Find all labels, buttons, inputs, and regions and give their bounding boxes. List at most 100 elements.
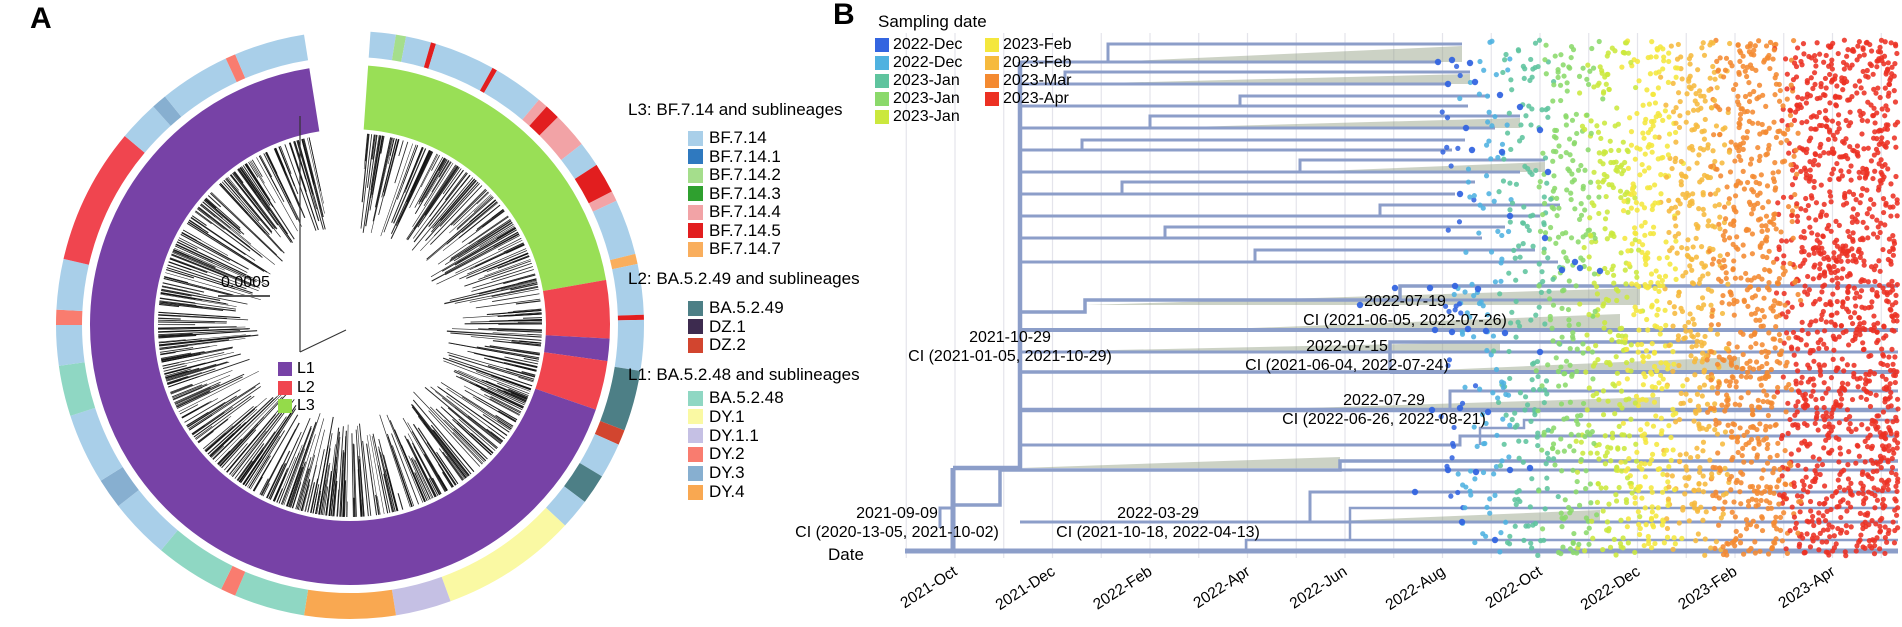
tip-dot xyxy=(1755,404,1761,410)
tip-dot xyxy=(1836,420,1842,426)
tip-dot xyxy=(1837,445,1843,451)
tip-dot xyxy=(1741,459,1747,465)
tip-dot xyxy=(1708,104,1715,111)
tip-dot xyxy=(1840,87,1846,93)
tip-dot xyxy=(1542,155,1549,161)
tip-dot xyxy=(1567,443,1573,449)
tip-dot xyxy=(1819,539,1825,545)
tip-dot xyxy=(1632,549,1638,556)
sampling-date-swatch xyxy=(985,74,999,88)
tip-dot-blue xyxy=(1506,212,1514,220)
tip-dot xyxy=(1788,162,1794,168)
tip-dot xyxy=(1687,199,1693,205)
tip-dot xyxy=(1873,419,1879,425)
tip-dot xyxy=(1886,448,1892,454)
tip-dot xyxy=(1690,191,1696,197)
tip-dot xyxy=(1652,384,1658,391)
tree-branch xyxy=(464,322,542,325)
tip-dot xyxy=(1849,320,1856,327)
tree-branch xyxy=(204,198,217,209)
sublineage-ring-segment xyxy=(100,466,139,507)
tip-dot xyxy=(1506,348,1512,355)
tip-dot xyxy=(1613,159,1619,165)
tree-branch xyxy=(423,161,452,207)
tip-dot xyxy=(1763,129,1769,136)
tree-branch xyxy=(425,160,449,199)
tip-dot xyxy=(1476,230,1482,236)
tip-dot xyxy=(1552,462,1558,468)
tip-dot xyxy=(1719,300,1725,306)
tree-branch xyxy=(428,410,481,467)
tip-dot xyxy=(1865,426,1871,432)
tree-branch xyxy=(224,443,248,471)
tip-dot xyxy=(1732,401,1738,407)
tip-dot xyxy=(1857,537,1863,543)
tip-dot-blue xyxy=(1491,536,1499,544)
tip-dot xyxy=(1781,158,1788,164)
tree-branch xyxy=(164,276,189,284)
tip-dot xyxy=(1541,194,1547,200)
tip-dot-blue xyxy=(1434,58,1442,66)
tip-dot xyxy=(1528,122,1534,128)
tip-dot xyxy=(1687,61,1693,67)
tip-dot xyxy=(1664,472,1670,478)
tip-dot xyxy=(1706,423,1712,429)
tip-dot xyxy=(1679,244,1685,251)
tip-dot xyxy=(1637,514,1643,520)
tip-dot xyxy=(1878,477,1885,483)
tip-dot xyxy=(1840,304,1846,310)
tip-dot xyxy=(1827,534,1833,540)
tip-dot xyxy=(1813,63,1819,69)
tip-dot xyxy=(1854,57,1860,63)
tip-dot-blue xyxy=(1444,80,1452,88)
tip-dot xyxy=(1877,268,1883,274)
tip-dot xyxy=(1751,174,1757,180)
tip-dot xyxy=(1703,353,1710,359)
tip-dot-blue xyxy=(1472,468,1480,476)
tip-dot xyxy=(1799,478,1806,484)
tip-dot xyxy=(1600,388,1607,394)
tip-dot xyxy=(1591,440,1597,447)
tip-dot xyxy=(1817,266,1823,272)
tip-dot xyxy=(1622,235,1628,241)
tip-dot xyxy=(1714,58,1720,64)
tip-dot xyxy=(1873,392,1879,398)
tip-dot xyxy=(1836,112,1842,118)
legend-item: BA.5.2.48 xyxy=(688,388,784,408)
tree-branch xyxy=(481,379,528,400)
tip-dot xyxy=(1539,526,1546,532)
tip-dot xyxy=(1557,82,1564,88)
tip-dot xyxy=(1623,281,1629,287)
tree-branch xyxy=(202,201,241,235)
tip-dot xyxy=(1516,243,1522,249)
node-date-annotation: 2021-09-09 CI (2020-13-05, 2021-10-02) xyxy=(727,504,1067,542)
tip-dot xyxy=(1784,86,1790,92)
tip-dot xyxy=(1673,410,1679,416)
tree-branch xyxy=(218,416,265,466)
tree-branch xyxy=(245,442,274,487)
tip-dot xyxy=(1676,124,1683,131)
tree-branch xyxy=(497,388,527,403)
tip-dot xyxy=(1763,213,1770,219)
tip-dot xyxy=(1632,400,1638,406)
tip-dot xyxy=(1656,134,1662,140)
tip-dot xyxy=(1700,439,1707,445)
tree-branch xyxy=(398,140,404,157)
tip-dot xyxy=(1823,52,1829,59)
tip-dot xyxy=(1445,362,1451,369)
tip-dot xyxy=(1882,535,1888,541)
tip-dot xyxy=(1540,211,1546,218)
tip-dot xyxy=(1757,216,1764,222)
tree-branch xyxy=(165,269,195,279)
tip-dot xyxy=(1803,397,1809,403)
tip-dot xyxy=(1704,357,1710,363)
tip-dot xyxy=(1693,254,1700,260)
tip-dot xyxy=(1855,384,1861,390)
tip-dot xyxy=(1695,225,1701,231)
tip-dot xyxy=(1740,351,1746,358)
tip-dot xyxy=(1772,75,1778,81)
tip-dot xyxy=(1635,349,1641,355)
legend-swatch xyxy=(688,204,703,220)
tip-dot xyxy=(1761,437,1767,443)
tree-branch xyxy=(301,139,314,185)
